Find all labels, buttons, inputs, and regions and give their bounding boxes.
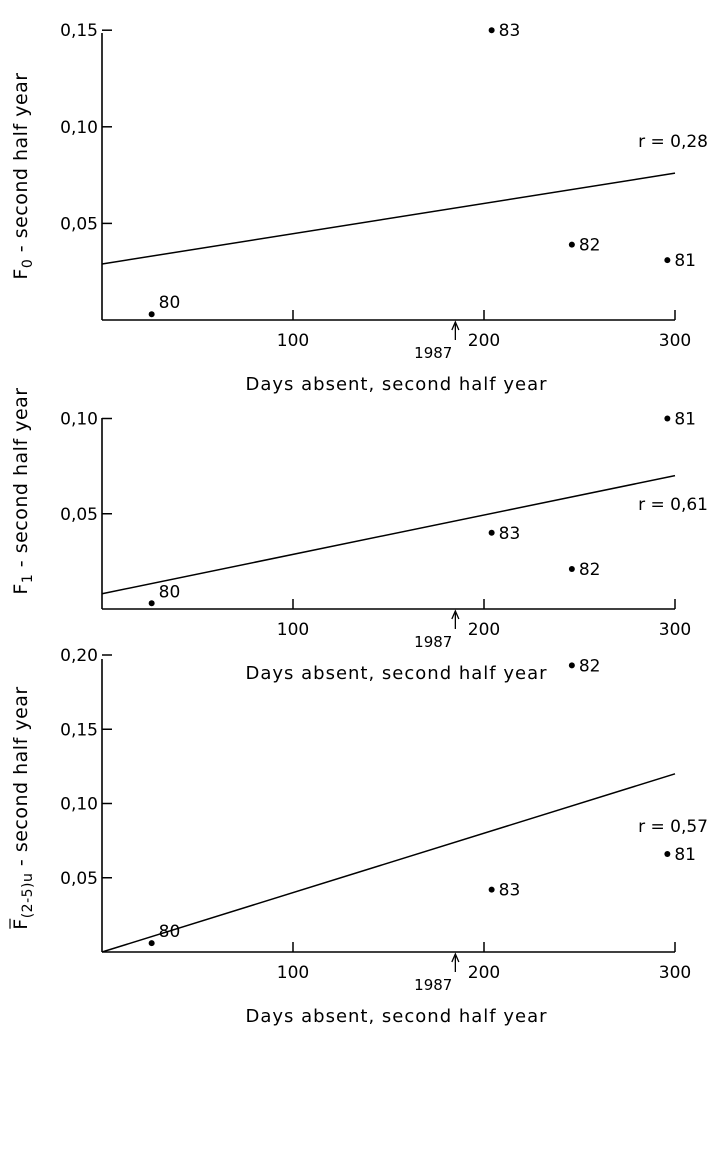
chart2-point-label-81: 81 [674, 410, 696, 430]
chart3-point-label-82: 82 [579, 656, 601, 676]
chart1-y-tick-label: 0,15 [60, 21, 98, 41]
chart3-point-81 [664, 850, 671, 857]
chart1-point-label-82: 82 [579, 236, 601, 256]
chart-panel-3: 0,05 0,10 0,15 0,20 100 200 300 1987 r = 0,57 80 8… [9, 646, 708, 1027]
chart2-point-80 [148, 600, 155, 607]
chart3-point-label-81: 81 [674, 845, 696, 865]
chart3-y-axis-title-subscript: (2-5)u [20, 873, 36, 919]
chart2-x-tick-label: 100 [277, 620, 309, 640]
chart3-year-marker-arrowhead [451, 952, 460, 963]
chart2-y-axis-title: F1 - second half year [10, 387, 36, 594]
chart3-r-label: r = 0,57 [638, 817, 708, 837]
chart2-year-marker-arrowhead [451, 609, 460, 620]
chart1-point-label-80: 80 [159, 293, 181, 313]
chart1-r-label: r = 0,28 [638, 132, 708, 152]
chart3-point-82 [568, 662, 575, 669]
chart3-point-83 [488, 886, 495, 893]
chart1-point-81 [664, 257, 671, 264]
chart3-y-tick-label: 0,10 [60, 795, 98, 815]
chart2-x-axis-title: Days absent, second half year [245, 663, 547, 684]
chart3-x-axis-title: Days absent, second half year [245, 1006, 547, 1027]
chart1-year-marker-arrowhead [451, 320, 460, 331]
chart1-y-tick-label: 0,05 [60, 214, 98, 234]
chart1-x-tick-label: 300 [659, 331, 691, 351]
chart2-point-label-82: 82 [579, 560, 601, 580]
chart1-point-label-83: 83 [499, 21, 521, 41]
chart2-year-marker-label: 1987 [414, 633, 452, 651]
chart3-y-tick-label: 0,20 [60, 646, 98, 666]
chart-panel-1: 0,05 0,10 0,15 100 200 300 1987 r = 0,28 80 81 82 8… [10, 21, 708, 395]
chart2-r-label: r = 0,61 [638, 495, 708, 515]
chart-panel-2: 0,05 0,10 100 200 300 1987 r = 0,61 80 81 82 83 Day… [10, 387, 708, 684]
chart2-y-tick-label: 0,10 [60, 410, 98, 430]
chart1-y-axis-title-rest: - second half year [10, 72, 32, 258]
chart3-point-label-80: 80 [159, 922, 181, 942]
chart2-x-tick-label: 300 [659, 620, 691, 640]
chart3-x-tick-label: 300 [659, 963, 691, 983]
chart3-point-80 [148, 940, 155, 947]
chart2-point-82 [568, 565, 575, 572]
chart1-point-80 [148, 311, 155, 318]
chart1-point-83 [488, 27, 495, 34]
chart1-x-axis-title: Days absent, second half year [245, 374, 547, 395]
chart1-point-label-81: 81 [674, 251, 696, 271]
chart1-fit-line [101, 172, 676, 265]
chart1-x-tick-label: 200 [468, 331, 500, 351]
chart2-y-axis-title-main: F [10, 583, 32, 594]
chart1-point-82 [568, 241, 575, 248]
chart3-point-label-83: 83 [499, 881, 521, 901]
chart2-point-label-80: 80 [159, 582, 181, 602]
chart1-x-tick-label: 100 [277, 331, 309, 351]
chart3-year-marker-label: 1987 [414, 976, 452, 994]
chart1-year-marker-label: 1987 [414, 344, 452, 362]
chart1-y-axis-title-subscript: 0 [20, 259, 36, 268]
chart2-point-label-83: 83 [499, 524, 521, 544]
chart2-y-axis-title-subscript: 1 [20, 574, 36, 583]
chart3-x-tick-label: 100 [277, 963, 309, 983]
chart3-y-axis-title-rest: - second half year [10, 686, 32, 872]
chart2-fit-line [101, 474, 676, 595]
chart2-point-81 [664, 415, 671, 422]
chart3-x-tick-label: 200 [468, 963, 500, 983]
chart1-y-axis-title: F0 - second half year [10, 72, 36, 279]
chart3-y-tick-label: 0,05 [60, 869, 98, 889]
chart3-y-axis-title: F(2-5)u - second half year [10, 686, 36, 929]
chart3-y-axis-title-main: F [10, 918, 32, 929]
chart3-fit-line [101, 773, 676, 953]
chart1-y-tick-label: 0,10 [60, 118, 98, 138]
chart2-x-tick-label: 200 [468, 620, 500, 640]
chart2-y-tick-label: 0,05 [60, 505, 98, 525]
chart1-y-axis-title-main: F [10, 268, 32, 279]
chart2-y-axis-title-rest: - second half year [10, 387, 32, 573]
chart2-point-83 [488, 529, 495, 536]
chart3-y-tick-label: 0,15 [60, 720, 98, 740]
